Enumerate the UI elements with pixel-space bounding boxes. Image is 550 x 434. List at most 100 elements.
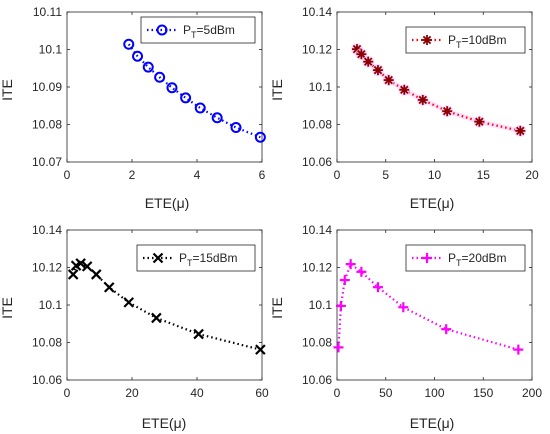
series-line-1 bbox=[127, 43, 261, 139]
x-tick-label-3-2: 40 bbox=[190, 386, 204, 400]
x-tick-label-4-1: 50 bbox=[379, 386, 393, 400]
data-point-1-6 bbox=[194, 102, 206, 114]
x-tick-label-2-3: 15 bbox=[477, 168, 491, 182]
legend-marker-1 bbox=[156, 24, 168, 36]
legend-label-2: PT=10dBm bbox=[448, 33, 507, 50]
y-tick-label-2-4: 10.14 bbox=[302, 5, 332, 19]
y-tick-label-1-0: 10.07 bbox=[32, 155, 62, 169]
data-point-2-4 bbox=[382, 74, 395, 87]
data-point-2-6 bbox=[416, 93, 429, 106]
data-point-3-5 bbox=[103, 282, 115, 293]
legend-1: PT=5dBm bbox=[140, 16, 256, 44]
y-axis-label-2: ITE bbox=[269, 79, 285, 101]
data-point-2-8 bbox=[473, 115, 486, 128]
y-tick-label-2-1: 10.08 bbox=[302, 118, 332, 132]
data-point-4-8 bbox=[513, 344, 524, 355]
data-point-3-6 bbox=[123, 297, 135, 308]
y-tick-label-1-1: 10.08 bbox=[32, 118, 62, 132]
data-point-2-2 bbox=[362, 55, 375, 68]
y-tick-label-1-3: 10.1 bbox=[39, 43, 63, 57]
y-tick-label-1-4: 10.11 bbox=[33, 5, 62, 19]
y-tick-label-2-2: 10.1 bbox=[309, 80, 333, 94]
x-tick-label-3-3: 60 bbox=[255, 386, 269, 400]
data-point-3-8 bbox=[193, 328, 204, 340]
legend-box-1 bbox=[140, 16, 256, 44]
data-point-3-0 bbox=[67, 269, 79, 280]
data-point-4-7 bbox=[441, 324, 452, 335]
y-tick-label-2-0: 10.06 bbox=[302, 155, 332, 169]
x-tick-label-4-4: 200 bbox=[522, 386, 542, 400]
data-point-1-7 bbox=[211, 112, 223, 124]
legend-marker-4 bbox=[422, 253, 432, 263]
x-tick-label-2-0: 0 bbox=[334, 168, 341, 182]
legend-4: PT=20dBm bbox=[405, 244, 526, 272]
y-tick-label-4-4: 10.14 bbox=[302, 223, 332, 237]
data-point-1-3 bbox=[154, 71, 166, 83]
legend-2: PT=10dBm bbox=[405, 26, 526, 54]
data-point-2-3 bbox=[371, 64, 384, 77]
data-point-1-9 bbox=[254, 131, 266, 143]
x-tick-label-1-1: 2 bbox=[129, 168, 136, 182]
series-line-4 bbox=[337, 262, 519, 351]
y-tick-label-4-3: 10.12 bbox=[302, 261, 332, 275]
x-tick-label-4-0: 0 bbox=[334, 386, 341, 400]
data-point-3-4 bbox=[90, 269, 102, 280]
data-point-1-0 bbox=[123, 38, 135, 50]
x-tick-label-1-2: 4 bbox=[194, 168, 201, 182]
x-tick-label-4-2: 100 bbox=[424, 386, 444, 400]
series-line-3 bbox=[72, 262, 261, 351]
y-tick-label-4-0: 10.06 bbox=[302, 373, 332, 387]
data-point-1-8 bbox=[230, 122, 242, 133]
y-tick-label-3-1: 10.08 bbox=[32, 336, 62, 350]
y-axis-label-3: ITE bbox=[0, 297, 15, 319]
legend-label-1: PT=5dBm bbox=[183, 23, 235, 40]
data-point-3-3 bbox=[81, 261, 93, 272]
x-tick-label-3-0: 0 bbox=[64, 386, 71, 400]
x-tick-label-2-4: 20 bbox=[525, 168, 539, 182]
x-axis-label-1: ETE(μ) bbox=[145, 195, 190, 211]
legend-label-4: PT=20dBm bbox=[448, 251, 507, 268]
data-point-3-2 bbox=[75, 258, 86, 269]
data-point-3-9 bbox=[255, 344, 266, 355]
legend-marker-3 bbox=[152, 252, 164, 264]
data-point-1-4 bbox=[166, 82, 178, 94]
data-point-3-7 bbox=[151, 312, 162, 324]
y-tick-label-3-4: 10.14 bbox=[32, 223, 62, 237]
data-point-4-4 bbox=[356, 266, 367, 277]
x-tick-label-1-3: 6 bbox=[259, 168, 266, 182]
data-point-4-6 bbox=[398, 302, 409, 313]
x-axis-label-2: ETE(μ) bbox=[410, 195, 455, 211]
y-tick-label-3-3: 10.12 bbox=[32, 261, 62, 275]
x-tick-label-4-3: 150 bbox=[473, 386, 493, 400]
x-tick-label-2-2: 10 bbox=[428, 168, 442, 182]
y-tick-label-1-2: 10.09 bbox=[32, 80, 62, 94]
legend-3: PT=15dBm bbox=[136, 244, 256, 272]
x-tick-label-1-0: 0 bbox=[64, 168, 71, 182]
panel-3: 0 20 40 60 10.06 10.08 10.1 10.12 10.14 ETE(μ) I… bbox=[0, 223, 269, 431]
data-point-2-5 bbox=[398, 83, 411, 96]
data-point-1-1 bbox=[132, 50, 144, 62]
y-axis-label-1: ITE bbox=[0, 79, 15, 101]
data-point-1-5 bbox=[180, 92, 192, 104]
data-point-4-3 bbox=[345, 259, 356, 270]
y-tick-label-4-1: 10.08 bbox=[302, 336, 332, 350]
y-tick-label-4-2: 10.1 bbox=[309, 298, 333, 312]
y-tick-label-3-2: 10.1 bbox=[39, 298, 63, 312]
y-tick-label-3-0: 10.06 bbox=[32, 373, 62, 387]
legend-marker-2 bbox=[422, 35, 432, 45]
data-point-1-2 bbox=[142, 61, 154, 73]
data-point-4-5 bbox=[372, 282, 383, 293]
data-point-4-0 bbox=[333, 342, 344, 353]
x-axis-label-4: ETE(μ) bbox=[410, 415, 455, 431]
legend-label-3: PT=15dBm bbox=[179, 251, 238, 268]
panel-4: 0 50 100 150 200 10.06 10.08 10.1 10.12 10.14 ETE… bbox=[269, 223, 542, 431]
data-point-4-1 bbox=[335, 300, 346, 311]
y-axis-label-4: ITE bbox=[269, 297, 285, 319]
data-point-4-2 bbox=[339, 275, 350, 286]
data-point-2-9 bbox=[514, 124, 527, 137]
x-axis-label-3: ETE(μ) bbox=[142, 415, 187, 431]
x-tick-label-2-1: 5 bbox=[382, 168, 389, 182]
